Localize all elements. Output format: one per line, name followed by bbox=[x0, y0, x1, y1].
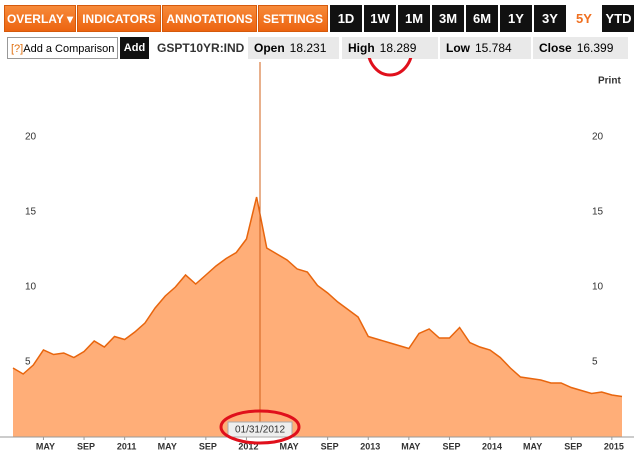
y-tick-label-right: 20 bbox=[592, 132, 604, 143]
menu-button[interactable]: OVERLAY bbox=[4, 5, 76, 32]
print-link[interactable]: Print bbox=[598, 76, 621, 87]
range-button[interactable]: 1Y bbox=[500, 5, 532, 32]
range-button[interactable]: 1W bbox=[364, 5, 396, 32]
menu-button[interactable]: INDICATORS bbox=[77, 5, 161, 32]
plot: Print 5 5 10 10 15 15 20 20 MAY SEP 2011 MAY SEP 2012… bbox=[0, 58, 634, 451]
y-tick-label-right: 5 bbox=[592, 357, 598, 368]
y-tick-label-right: 15 bbox=[592, 207, 604, 218]
x-tick-label: MAY bbox=[279, 441, 298, 451]
help-icon[interactable]: [?] bbox=[11, 43, 24, 55]
y-tick-label: 10 bbox=[25, 282, 37, 293]
x-tick-label: SEP bbox=[442, 441, 460, 451]
x-tick-label: 2014 bbox=[482, 441, 502, 451]
range-button[interactable]: 6M bbox=[466, 5, 498, 32]
crosshair-tooltip bbox=[227, 421, 293, 438]
field-value: 16.399 bbox=[576, 41, 614, 55]
x-tick-label: SEP bbox=[564, 441, 582, 451]
quote-field: Close 16.399 bbox=[533, 37, 628, 59]
x-tick-label: 2013 bbox=[360, 441, 380, 451]
field-label: Low bbox=[446, 41, 470, 55]
y-tick-label: 5 bbox=[25, 357, 31, 368]
x-tick-label: SEP bbox=[321, 441, 339, 451]
range-button[interactable]: 3M bbox=[432, 5, 464, 32]
range-button[interactable]: 1D bbox=[330, 5, 362, 32]
comparison-input[interactable]: [?]Add a Comparison bbox=[7, 37, 118, 59]
y-tick-label-right: 10 bbox=[592, 282, 604, 293]
annotation-circle bbox=[219, 409, 301, 445]
x-tick-label: 2015 bbox=[604, 441, 624, 451]
x-tick-label: MAY bbox=[158, 441, 177, 451]
y-tick-label: 20 bbox=[25, 132, 37, 143]
crosshair-label: 01/31/2012 bbox=[235, 425, 285, 436]
x-tick-label: MAY bbox=[401, 441, 420, 451]
field-label: High bbox=[348, 41, 375, 55]
range-button[interactable]: 3Y bbox=[534, 5, 566, 32]
field-value: 15.784 bbox=[475, 41, 512, 55]
field-label: Open bbox=[254, 41, 285, 55]
x-tick-label: MAY bbox=[36, 441, 55, 451]
quote-field: Open 18.231 bbox=[248, 37, 339, 59]
annotation-circle bbox=[367, 58, 413, 77]
range-button[interactable]: YTD bbox=[602, 5, 634, 32]
area-fill bbox=[13, 197, 622, 437]
area-line bbox=[12, 196, 623, 398]
quote-field: Low 15.784 bbox=[440, 37, 531, 59]
x-tick-label: MAY bbox=[523, 441, 542, 451]
field-value: 18.231 bbox=[289, 41, 327, 55]
range-button[interactable]: 1M bbox=[398, 5, 430, 32]
x-tick-label: SEP bbox=[77, 441, 95, 451]
x-tick-label: SEP bbox=[199, 441, 217, 451]
symbol: GSPT10YR:IND bbox=[157, 41, 245, 55]
menu-button[interactable]: SETTINGS bbox=[258, 5, 328, 32]
quote-field: High 18.289 bbox=[342, 37, 438, 59]
field-value: 18.289 bbox=[379, 41, 417, 55]
menu-button[interactable]: ANNOTATIONS bbox=[162, 5, 257, 32]
placeholder: Add a Comparison bbox=[23, 43, 115, 55]
range-button[interactable]: 5Y bbox=[568, 5, 600, 32]
field-label: Close bbox=[539, 41, 572, 55]
y-tick-label: 15 bbox=[25, 207, 37, 218]
chart: Print 5 5 10 10 15 15 20 20 MAY SEP 2011 MAY SEP 2012… bbox=[0, 58, 634, 451]
x-tick-label: 2012 bbox=[238, 441, 258, 451]
add-button[interactable]: Add bbox=[120, 37, 149, 59]
x-tick-label: 2011 bbox=[117, 441, 137, 451]
